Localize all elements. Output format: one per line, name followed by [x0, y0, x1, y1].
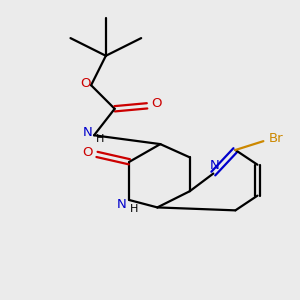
Text: N: N: [83, 126, 92, 140]
Text: H: H: [96, 134, 105, 144]
Text: N: N: [210, 159, 220, 172]
Text: Br: Br: [268, 132, 283, 145]
Text: O: O: [82, 146, 93, 159]
Text: N: N: [116, 198, 126, 211]
Text: O: O: [151, 97, 162, 110]
Text: H: H: [130, 205, 138, 214]
Text: O: O: [81, 77, 91, 90]
